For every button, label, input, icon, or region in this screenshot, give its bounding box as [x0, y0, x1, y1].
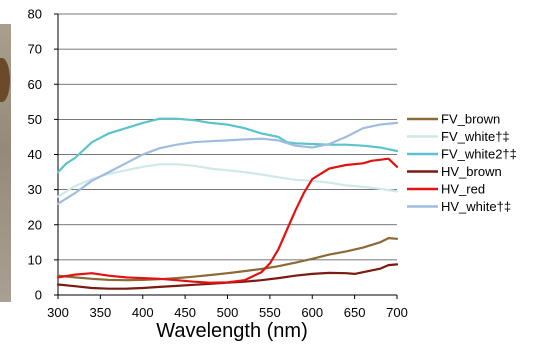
series-line-hv-red — [56, 157, 399, 284]
y-tick-label: 30 — [28, 182, 42, 197]
legend-label: HV_brown — [441, 164, 502, 179]
photo-object-edge — [0, 58, 10, 102]
x-tick-label: 550 — [259, 305, 281, 320]
y-tick-label: 40 — [28, 147, 42, 162]
legend-label: HV_white†‡ — [441, 199, 511, 214]
y-tick-label: 20 — [28, 217, 42, 232]
axes: 0 10 20 30 40 50 60 70 80 300 350 400 450 500 550 600 65… — [28, 7, 408, 321]
x-tick-label: 500 — [217, 305, 239, 320]
x-tick-label: 300 — [47, 305, 69, 320]
y-tick-label: 10 — [28, 252, 42, 267]
legend-label: FV_white2†‡ — [441, 147, 517, 162]
y-tick-label: 0 — [35, 288, 42, 303]
legend-label: FV_white†‡ — [441, 129, 510, 144]
series-line-fv-white2 — [56, 117, 399, 174]
series-line-fv-white — [56, 163, 399, 198]
x-tick-label: 650 — [344, 305, 366, 320]
legend: FV_brown FV_white†‡ FV_white2†‡ HV_brown HV_… — [407, 112, 517, 214]
legend-label: HV_red — [441, 182, 485, 197]
x-axis-label: Wavelength (nm) — [156, 320, 308, 342]
x-tick-label: 700 — [386, 305, 408, 320]
legend-label: FV_brown — [441, 112, 500, 127]
series-line-hv-brown — [56, 263, 399, 290]
y-tick-label: 50 — [28, 112, 42, 127]
x-tick-label: 450 — [174, 305, 196, 320]
grid-lines — [58, 13, 397, 261]
y-tick-label: 60 — [28, 77, 42, 92]
series-lines — [56, 117, 399, 290]
x-tick-label: 400 — [132, 305, 154, 320]
y-tick-label: 70 — [28, 42, 42, 57]
x-tick-label: 600 — [301, 305, 323, 320]
series-line-fv-brown — [56, 237, 399, 282]
photo-strip — [0, 24, 11, 302]
x-tick-label: 350 — [90, 305, 112, 320]
series-line-hv-white — [56, 121, 399, 205]
y-tick-label: 80 — [28, 7, 42, 22]
